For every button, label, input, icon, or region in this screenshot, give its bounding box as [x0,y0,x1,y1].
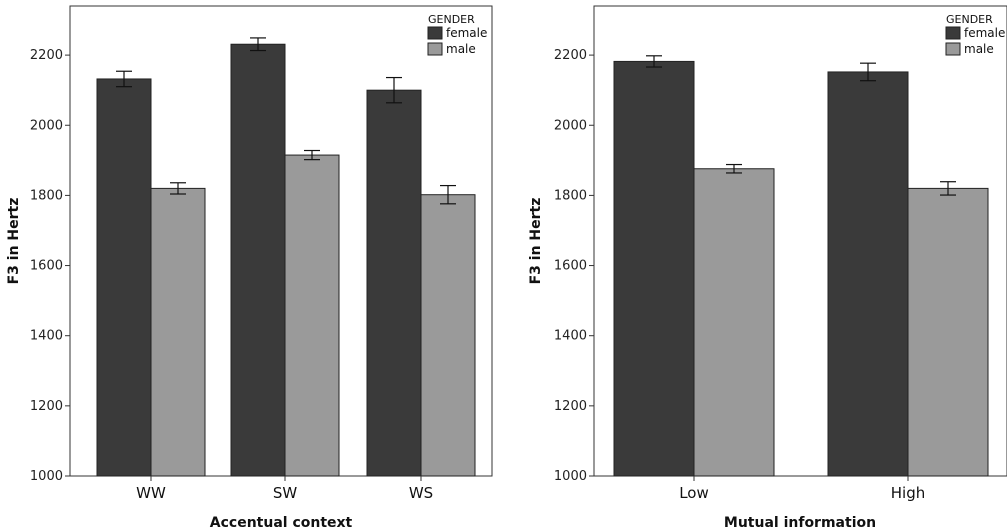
x-tick-label-SW: SW [273,484,298,502]
legend-label-male: male [446,42,476,56]
y-tick-label: 1200 [30,399,63,414]
legend-swatch-male [427,42,443,56]
legend-swatch-male [945,42,961,56]
y-tick-label: 1200 [554,399,587,414]
bar-male-WW [150,187,206,477]
y-tick-label: 1800 [554,188,587,203]
bar-male-WS [420,194,476,477]
chart-panel-1: 1000 1200 1400 1600 1800 2000 2200 WW SW WS Accent… [6,5,493,531]
bar-male-SW [284,154,340,477]
legend-title: GENDER [946,13,993,26]
plot-frame [593,5,1007,477]
y-tick-label: 2200 [30,48,63,63]
y-tick-label: 1000 [554,469,587,484]
bar-female-SW [230,43,286,477]
bar-female-WS [366,89,422,477]
y-tick-label: 2200 [554,48,587,63]
legend-label-female: female [446,26,487,40]
x-axis-title: Mutual information [724,515,876,531]
y-axis-title: F3 in Hertz [6,198,22,285]
legend-label-male: male [964,42,994,56]
y-tick-label: 1600 [30,259,63,274]
legend-title: GENDER [428,13,475,26]
legend-label-female: female [964,26,1005,40]
x-tick-label-WS: WS [409,484,433,502]
chart-panel-2: 1000 1200 1400 1600 1800 2000 2200 Low High Mutua… [528,5,1007,531]
bar-female-High [827,71,909,477]
y-tick-label: 1600 [554,259,587,274]
y-tick-label: 1000 [30,469,63,484]
x-tick-label-WW: WW [136,484,166,502]
y-tick-label: 1400 [554,329,587,344]
y-axis-title: F3 in Hertz [528,198,544,285]
x-axis-title: Accentual context [210,515,353,531]
legend-swatch-female [427,26,443,40]
y-tick-label: 2000 [554,118,587,133]
bar-female-WW [96,78,152,477]
y-tick-label: 1800 [30,188,63,203]
x-tick-label-High: High [891,484,925,502]
y-tick-label: 1400 [30,329,63,344]
x-tick-label-Low: Low [679,484,709,502]
bar-female-Low [613,60,695,477]
bar-male-Low [693,168,775,477]
legend-swatch-female [945,26,961,40]
y-tick-label: 2000 [30,118,63,133]
bar-male-High [907,187,989,477]
